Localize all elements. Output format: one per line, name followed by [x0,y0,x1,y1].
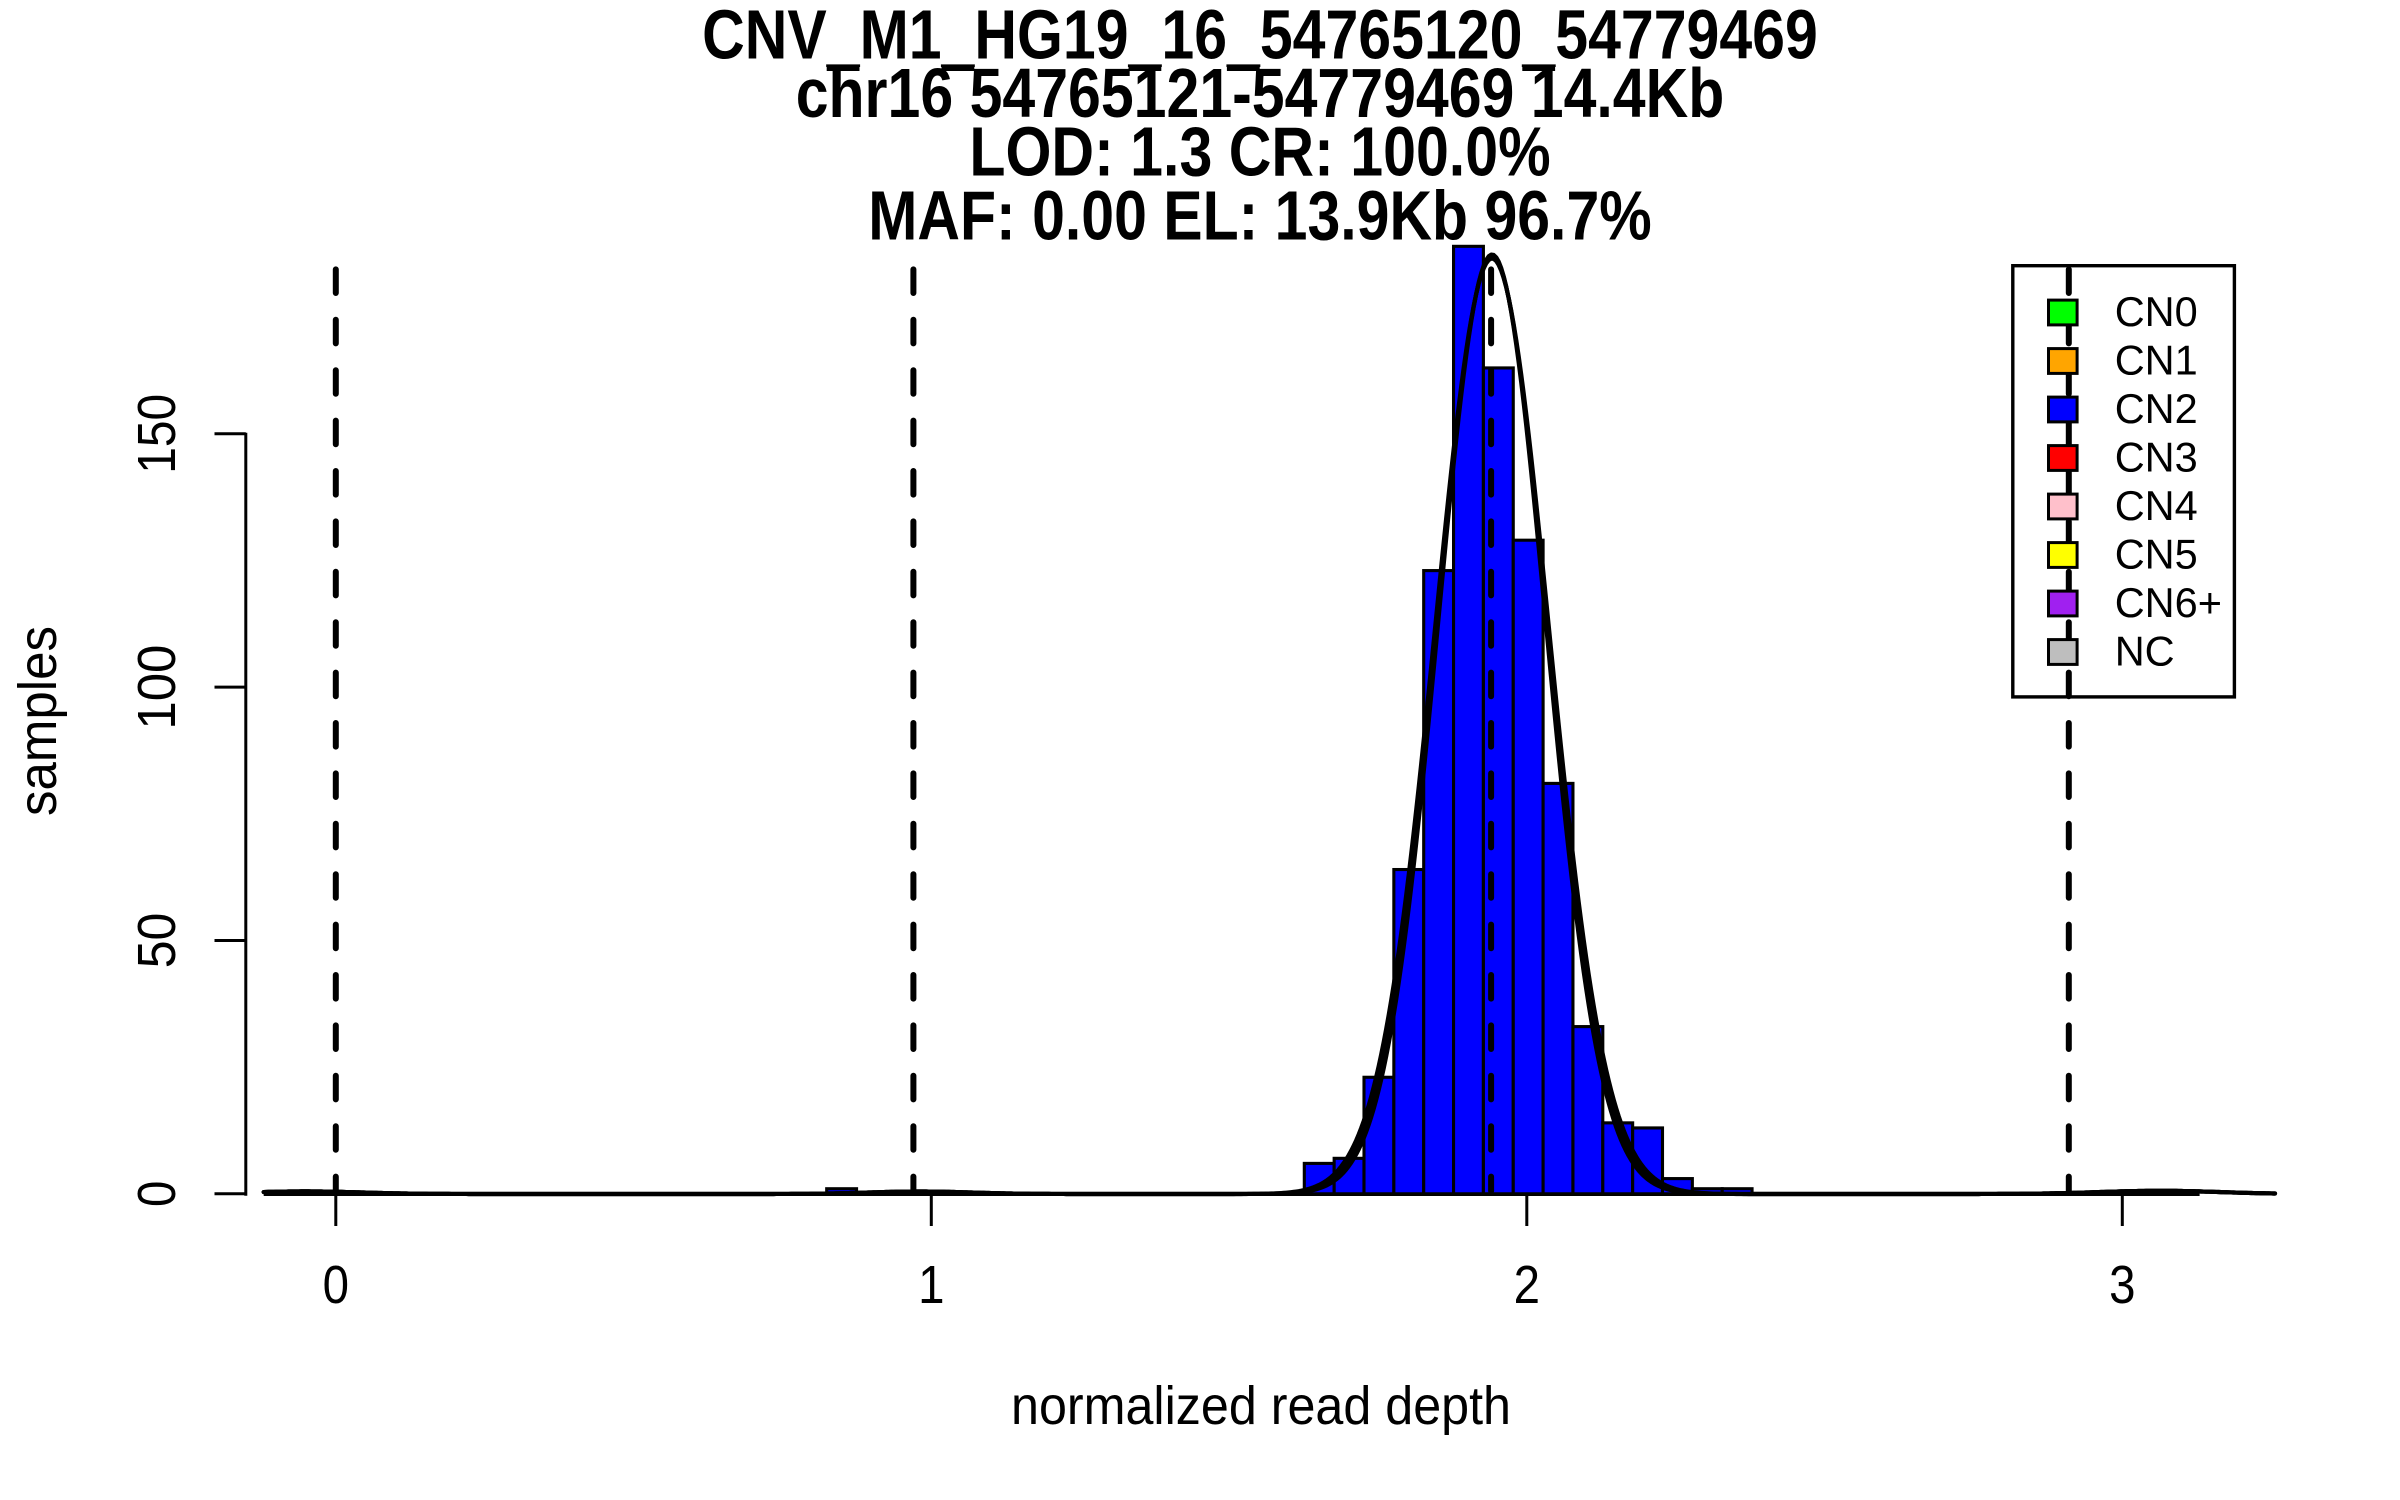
svg-text:CN1: CN1 [2115,337,2198,384]
svg-text:LOD: 1.3 CR: 100.0%: LOD: 1.3 CR: 100.0% [969,113,1550,191]
svg-text:CN6+: CN6+ [2115,579,2222,626]
svg-text:CNV_M1_HG19_16_54765120_547794: CNV_M1_HG19_16_54765120_54779469 [702,0,1818,74]
svg-text:150: 150 [127,394,187,474]
svg-text:CN2: CN2 [2115,385,2198,432]
svg-text:CN3: CN3 [2115,434,2198,481]
svg-text:0: 0 [127,1181,187,1207]
svg-text:CN5: CN5 [2115,531,2198,578]
svg-text:samples: samples [8,626,68,816]
svg-text:2: 2 [1514,1255,1540,1315]
svg-text:3: 3 [2109,1255,2135,1315]
svg-text:1: 1 [918,1255,944,1315]
svg-text:0: 0 [323,1255,349,1315]
svg-text:NC: NC [2115,628,2175,675]
svg-text:CN4: CN4 [2115,482,2198,529]
svg-text:50: 50 [127,913,187,969]
svg-text:CN0: CN0 [2115,288,2198,335]
svg-text:MAF: 0.00 EL: 13.9Kb 96.7%: MAF: 0.00 EL: 13.9Kb 96.7% [868,177,1651,255]
svg-text:100: 100 [127,645,187,730]
svg-text:normalized read depth: normalized read depth [1011,1376,1511,1436]
